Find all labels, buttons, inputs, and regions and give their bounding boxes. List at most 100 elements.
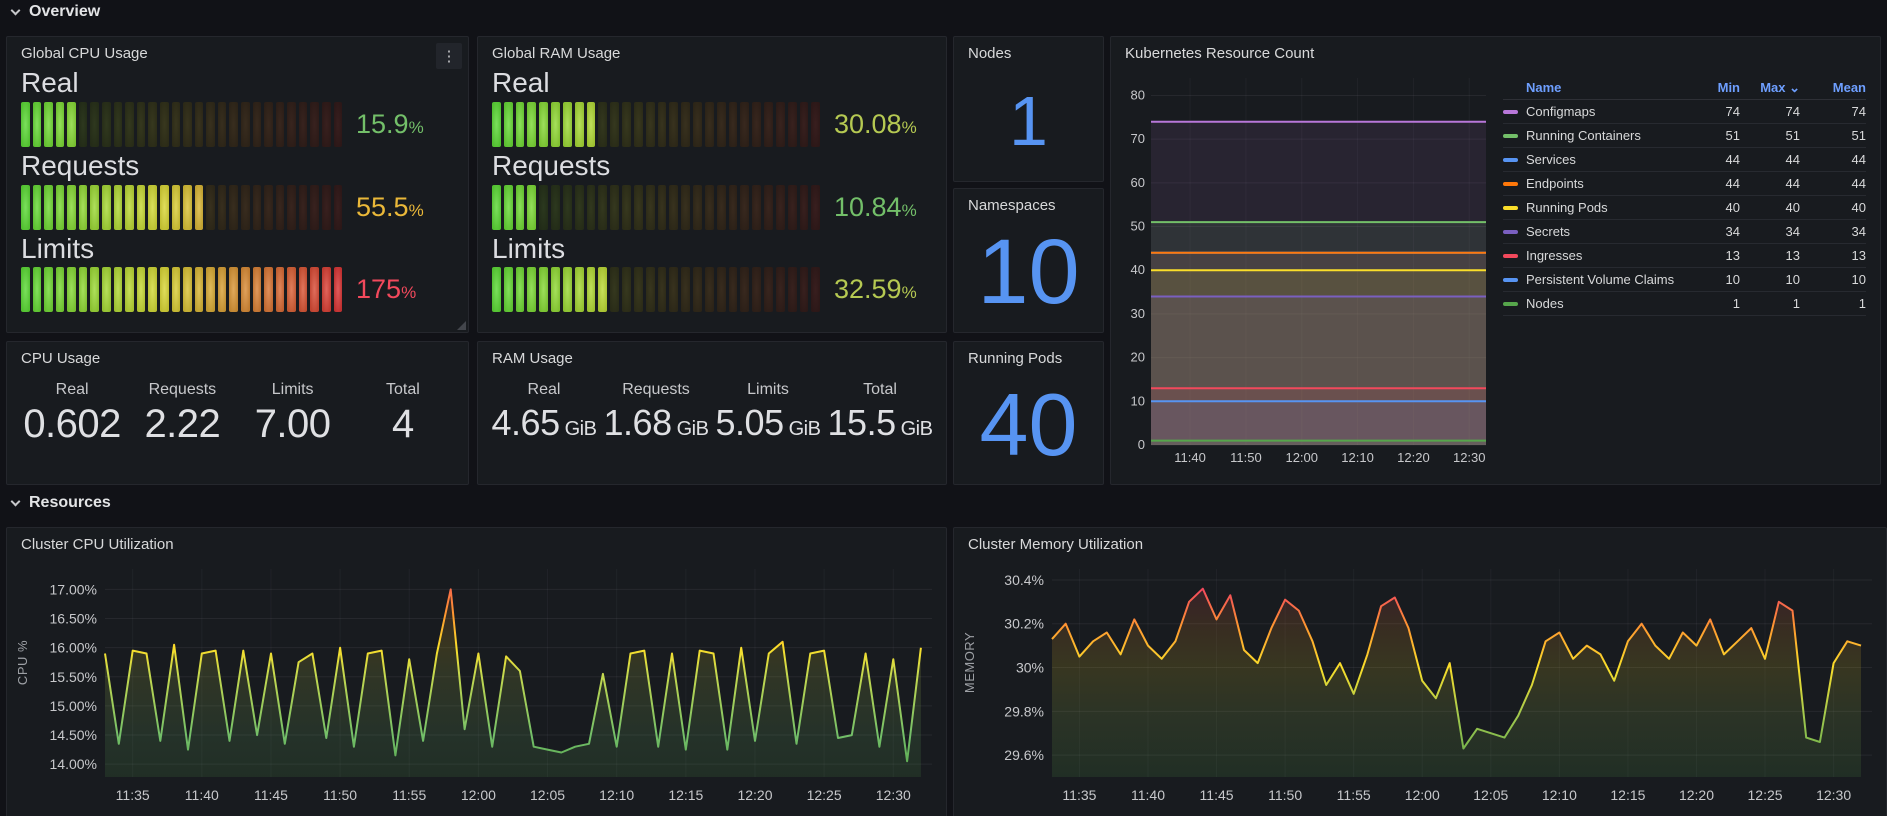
gauge-cell xyxy=(527,184,537,230)
series-area xyxy=(105,589,921,777)
legend-row[interactable]: Secrets 34 34 34 xyxy=(1502,220,1866,244)
series-stat: 44 xyxy=(1851,152,1866,167)
legend-row[interactable]: Configmaps 74 74 74 xyxy=(1502,100,1866,124)
stat-value: 1.68 GiB xyxy=(603,402,709,443)
series-line xyxy=(104,588,922,763)
legend-row[interactable]: Endpoints 44 44 44 xyxy=(1502,172,1866,196)
y-tick-label: 30.2% xyxy=(1004,616,1044,632)
resize-handle-icon[interactable] xyxy=(457,321,466,330)
series-fill xyxy=(1151,401,1486,445)
gauge-cell xyxy=(610,267,620,313)
legend-row[interactable]: Running Containers 51 51 51 xyxy=(1502,124,1866,148)
panel-title[interactable]: RAM Usage xyxy=(492,350,573,367)
gauge-cell xyxy=(693,267,702,313)
stat-value: 4 xyxy=(392,402,414,446)
x-tick-label: 12:25 xyxy=(1748,787,1783,803)
y-tick-label: 16.50% xyxy=(50,611,97,627)
gauge-cell xyxy=(90,101,100,147)
gauge-cell xyxy=(159,184,169,230)
panel-menu-icon[interactable]: ⋮ xyxy=(436,43,462,69)
legend-column-max[interactable]: Max ⌄ xyxy=(1760,79,1800,95)
cluster-memory-chart[interactable]: 29.6% 29.8% 30% 30.2% 30.4% 11:35 11:40 11:45 11… xyxy=(962,555,1880,807)
legend-column-name[interactable]: Name xyxy=(1525,80,1562,95)
gauge-cell xyxy=(275,184,285,230)
panel-title[interactable]: CPU Usage xyxy=(21,350,101,367)
gauge-cell xyxy=(194,267,204,313)
panel-namespaces: Namespaces 10 xyxy=(953,188,1104,333)
x-tick-label: 12:05 xyxy=(1473,787,1508,803)
gauge-cell xyxy=(264,184,273,230)
gauge-cell xyxy=(740,267,750,313)
panel-title[interactable]: Cluster Memory Utilization xyxy=(968,536,1144,553)
gauge-cell xyxy=(148,267,157,313)
gauge-cell xyxy=(799,101,809,147)
series-fill xyxy=(1151,388,1486,445)
x-tick-label: 12:10 xyxy=(1341,450,1374,465)
section-header-resources[interactable]: Resources xyxy=(10,494,111,512)
gauge-cell xyxy=(562,101,572,147)
x-tick-label: 12:15 xyxy=(668,787,703,803)
gauge-cell xyxy=(206,101,215,147)
gauge-cell xyxy=(492,267,501,313)
series-color-swatch xyxy=(1502,133,1518,138)
legend-row[interactable]: Services 44 44 44 xyxy=(1502,148,1866,172)
x-tick-label: 12:30 xyxy=(1453,450,1486,465)
series-fill xyxy=(1151,440,1486,445)
x-tick-label: 12:05 xyxy=(530,787,565,803)
panel-title[interactable]: Global CPU Usage xyxy=(21,45,148,62)
panel-global-ram-usage: Global RAM Usage Real 30.08% Requests 10.84… xyxy=(477,36,947,333)
legend-row[interactable]: Running Pods 40 40 40 xyxy=(1502,196,1866,220)
gauge-cell xyxy=(503,101,513,147)
panel-title[interactable]: Running Pods xyxy=(968,350,1063,367)
resource-count-chart[interactable]: 0 10 20 30 40 50 60 70 80 11:40 11:50 12:00 12:10 12:… xyxy=(1119,64,1493,469)
gauge-cell xyxy=(740,101,750,147)
panel-title[interactable]: Global RAM Usage xyxy=(492,45,621,62)
series-stat: 10 xyxy=(1785,272,1800,287)
stat-unit: GiB xyxy=(676,418,709,440)
gauge-cell xyxy=(775,184,785,230)
gauge-cell xyxy=(515,184,525,230)
gauge-cell xyxy=(551,101,560,147)
gauge-cell xyxy=(669,184,679,230)
stat-unit: GiB xyxy=(900,418,933,440)
y-tick-label: 60 xyxy=(1131,175,1145,190)
gauge-cell xyxy=(183,267,192,313)
y-tick-label: 30% xyxy=(1016,660,1044,676)
legend-column-min[interactable]: Min xyxy=(1717,80,1740,95)
panel-title[interactable]: Kubernetes Resource Count xyxy=(1125,45,1315,62)
panel-title[interactable]: Namespaces xyxy=(968,197,1056,214)
x-tick-label: 12:10 xyxy=(1542,787,1577,803)
x-tick-label: 11:50 xyxy=(323,787,357,803)
panel-title[interactable]: Cluster CPU Utilization xyxy=(21,536,174,553)
legend-row[interactable]: Ingresses 13 13 13 xyxy=(1502,244,1866,268)
gauge-cell xyxy=(562,267,572,313)
series-stat: 74 xyxy=(1785,104,1800,119)
gauge-cell xyxy=(657,267,667,313)
series-color-swatch xyxy=(1502,157,1518,162)
gauge-cell xyxy=(610,184,620,230)
section-header-overview[interactable]: Overview xyxy=(10,3,100,21)
stat-value: 5.05 GiB xyxy=(715,402,821,443)
stat-label: Real xyxy=(527,381,561,398)
legend-row[interactable]: Persistent Volume Claims 10 10 10 xyxy=(1502,268,1866,292)
series-fill xyxy=(1151,252,1486,445)
gauge-cell xyxy=(217,267,227,313)
panel-title[interactable]: Nodes xyxy=(968,45,1012,62)
series-stat: 10 xyxy=(1725,272,1740,287)
legend-column-mean[interactable]: Mean xyxy=(1832,80,1866,95)
x-tick-label: 12:15 xyxy=(1610,787,1645,803)
legend-row[interactable]: Nodes 1 1 1 xyxy=(1502,292,1866,316)
gauge-cell xyxy=(217,184,227,230)
gauge-cell xyxy=(811,267,821,313)
gauge-cell xyxy=(171,184,181,230)
ram-usage-stats: Real 4.65 GiB Requests 1.68 GiB Limits 5.05 GiB T… xyxy=(478,381,946,444)
gauge-cell xyxy=(159,267,169,313)
cluster-cpu-chart[interactable]: 14.00% 14.50% 15.00% 15.50% 16.00% 16.50% 17.0… xyxy=(15,555,940,807)
stat-limits: Limits 7.00 xyxy=(238,381,348,447)
gauge-cell xyxy=(287,184,296,230)
gauge-cell xyxy=(159,101,169,147)
x-tick-label: 12:25 xyxy=(807,787,842,803)
gauge-cell xyxy=(752,267,762,313)
x-tick-label: 11:45 xyxy=(1200,787,1234,803)
gauge-cell xyxy=(44,184,53,230)
